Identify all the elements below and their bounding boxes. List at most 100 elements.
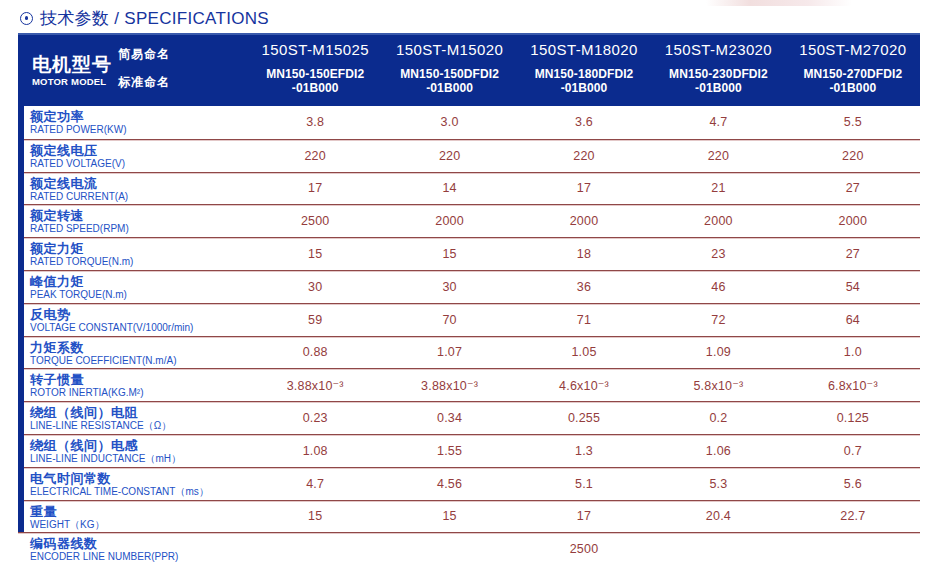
row-label-zh: 额定转速 bbox=[30, 208, 248, 223]
cell-value: 3.0 bbox=[382, 115, 516, 129]
row-cells: 220220220220220 bbox=[248, 140, 920, 172]
row-label-en: TORQUE COEFFICIENT(N.m/A) bbox=[30, 355, 248, 367]
table-row: 反电势 VOLTAGE CONSTANT(V/1000r/min) 597071… bbox=[18, 303, 920, 336]
row-label: 反电势 VOLTAGE CONSTANT(V/1000r/min) bbox=[18, 304, 248, 336]
section-title-text: 技术参数 / SPECIFICATIONS bbox=[40, 7, 269, 30]
cell-value: 15 bbox=[248, 509, 382, 523]
cell-value: 5.6 bbox=[786, 477, 920, 491]
cell-value: 0.2 bbox=[651, 411, 785, 425]
row-label-zh: 额定力矩 bbox=[30, 241, 248, 256]
cell-value: 30 bbox=[248, 280, 382, 294]
column-header: 150ST-M23020 MN150-230DFDI2 -01B000 bbox=[651, 35, 785, 106]
row-label-zh: 额定线电流 bbox=[30, 176, 248, 191]
column-header: 150ST-M15020 MN150-150DFDI2 -01B000 bbox=[382, 35, 516, 106]
row-label-en: PEAK TORQUE(N.m) bbox=[30, 289, 248, 301]
cell-value: 1.06 bbox=[651, 444, 785, 458]
cell-value: 59 bbox=[248, 313, 382, 327]
cell-value: 15 bbox=[382, 509, 516, 523]
row-label: 额定功率 RATED POWER(KW) bbox=[18, 106, 248, 139]
cell-value: 1.3 bbox=[517, 444, 651, 458]
row-cells: 5970717264 bbox=[248, 304, 920, 336]
row-cells: 1.081.551.31.060.7 bbox=[248, 435, 920, 467]
cell-value: 2000 bbox=[517, 214, 651, 228]
table-row: 额定转速 RATED SPEED(RPM) 250020002000200020… bbox=[18, 204, 920, 237]
row-label-zh: 力矩系数 bbox=[30, 340, 248, 355]
cell-value: 3.88x10⁻³ bbox=[382, 378, 516, 393]
cell-value: 4.56 bbox=[382, 477, 516, 491]
row-label-zh: 反电势 bbox=[30, 307, 248, 322]
cell-value: 5.8x10⁻³ bbox=[651, 378, 785, 393]
row-label: 绕组（线间）电感 LINE-LINE INDUCTANCE（mH） bbox=[18, 435, 248, 467]
standard-model-name: MN150-230DFDI2 -01B000 bbox=[669, 68, 768, 95]
model-column-headers: 150ST-M15025 MN150-150EFDI2 -01B000 150S… bbox=[248, 35, 920, 106]
table-row: 力矩系数 TORQUE COEFFICIENT(N.m/A) 0.881.071… bbox=[18, 336, 920, 369]
cell-value: 0.23 bbox=[248, 411, 382, 425]
cell-value: 70 bbox=[382, 313, 516, 327]
cell-value: 46 bbox=[651, 280, 785, 294]
table-row: 转子惯量 ROTOR INERTIA(KG.M²) 3.88x10⁻³3.88x… bbox=[18, 368, 920, 401]
left-accent-bar bbox=[18, 106, 24, 532]
row-label-zh: 绕组（线间）电感 bbox=[30, 438, 248, 453]
cell-value: 6.8x10⁻³ bbox=[786, 378, 920, 393]
row-label: 电气时间常数 ELECTRICAL TIME-CONSTANT（ms） bbox=[18, 468, 248, 500]
cell-value: 72 bbox=[651, 313, 785, 327]
row-label-en: WEIGHT（KG） bbox=[30, 519, 248, 531]
row-label-zh: 绕组（线间）电阻 bbox=[30, 405, 248, 420]
cell-value: 220 bbox=[786, 149, 920, 163]
row-label: 编码器线数 ENCODER LINE NUMBER(PPR) bbox=[18, 533, 248, 565]
table-row: 绕组（线间）电阻 LINE-LINE RESISTANCE（Ω） 0.230.3… bbox=[18, 401, 920, 434]
row-label-en: VOLTAGE CONSTANT(V/1000r/min) bbox=[30, 322, 248, 334]
cell-value: 0.125 bbox=[786, 411, 920, 425]
encoder-line-number-value: 2500 bbox=[248, 542, 920, 556]
cell-value: 5.3 bbox=[651, 477, 785, 491]
cell-value: 1.55 bbox=[382, 444, 516, 458]
row-label: 额定线电流 RATED CURRENT(A) bbox=[18, 173, 248, 205]
row-cells: 3.88x10⁻³3.88x10⁻³4.6x10⁻³5.8x10⁻³6.8x10… bbox=[248, 369, 920, 401]
simple-model-name: 150ST-M23020 bbox=[665, 41, 772, 59]
row-cells: 25002000200020002000 bbox=[248, 205, 920, 237]
motor-model-en: MOTOR MODEL bbox=[32, 76, 112, 87]
cell-value: 3.88x10⁻³ bbox=[248, 378, 382, 393]
table-row-encoder: 编码器线数 ENCODER LINE NUMBER(PPR) 2500 bbox=[18, 532, 920, 565]
simple-name-label: 简易命名 bbox=[118, 46, 170, 63]
simple-model-name: 150ST-M27020 bbox=[799, 41, 906, 59]
naming-labels: 简易命名 标准命名 bbox=[118, 35, 170, 106]
cell-value: 2000 bbox=[382, 214, 516, 228]
table-row: 额定线电流 RATED CURRENT(A) 1714172127 bbox=[18, 172, 920, 205]
cell-value: 54 bbox=[786, 280, 920, 294]
cell-value: 21 bbox=[651, 181, 785, 195]
table-row: 电气时间常数 ELECTRICAL TIME-CONSTANT（ms） 4.74… bbox=[18, 467, 920, 500]
row-label-en: ENCODER LINE NUMBER(PPR) bbox=[30, 551, 248, 563]
cell-value: 27 bbox=[786, 181, 920, 195]
cell-value: 3.8 bbox=[248, 115, 382, 129]
cell-value: 5.1 bbox=[517, 477, 651, 491]
row-label: 峰值力矩 PEAK TORQUE(N.m) bbox=[18, 271, 248, 303]
cell-value: 22.7 bbox=[786, 509, 920, 523]
cell-value: 2500 bbox=[248, 214, 382, 228]
row-label-en: RATED TORQUE(N.m) bbox=[30, 256, 248, 268]
table-row: 额定力矩 RATED TORQUE(N.m) 1515182327 bbox=[18, 237, 920, 270]
simple-model-name: 150ST-M15025 bbox=[262, 41, 369, 59]
row-label: 额定转速 RATED SPEED(RPM) bbox=[18, 205, 248, 237]
row-cells: 2500 bbox=[248, 533, 920, 565]
row-label-zh: 编码器线数 bbox=[30, 536, 248, 551]
standard-model-name: MN150-150EFDI2 -01B000 bbox=[266, 68, 364, 95]
row-label-en: RATED SPEED(RPM) bbox=[30, 223, 248, 235]
row-label-en: RATED POWER(KW) bbox=[30, 124, 248, 136]
table-row: 峰值力矩 PEAK TORQUE(N.m) 3030364654 bbox=[18, 270, 920, 303]
standard-model-name: MN150-270DFDI2 -01B000 bbox=[803, 68, 902, 95]
motor-model-title: 电机型号 MOTOR MODEL bbox=[32, 54, 112, 87]
cell-value: 1.08 bbox=[248, 444, 382, 458]
row-label-zh: 重量 bbox=[30, 504, 248, 519]
row-cells: 3030364654 bbox=[248, 271, 920, 303]
section-title: 技术参数 / SPECIFICATIONS bbox=[20, 6, 269, 30]
motor-model-zh: 电机型号 bbox=[32, 54, 112, 76]
cell-value: 220 bbox=[382, 149, 516, 163]
cell-value: 4.7 bbox=[651, 115, 785, 129]
cell-value: 1.0 bbox=[786, 345, 920, 359]
cell-value: 64 bbox=[786, 313, 920, 327]
row-label-zh: 转子惯量 bbox=[30, 372, 248, 387]
column-header: 150ST-M27020 MN150-270DFDI2 -01B000 bbox=[786, 35, 920, 106]
cell-value: 2000 bbox=[651, 214, 785, 228]
table-row: 重量 WEIGHT（KG） 15151720.422.7 bbox=[18, 500, 920, 533]
